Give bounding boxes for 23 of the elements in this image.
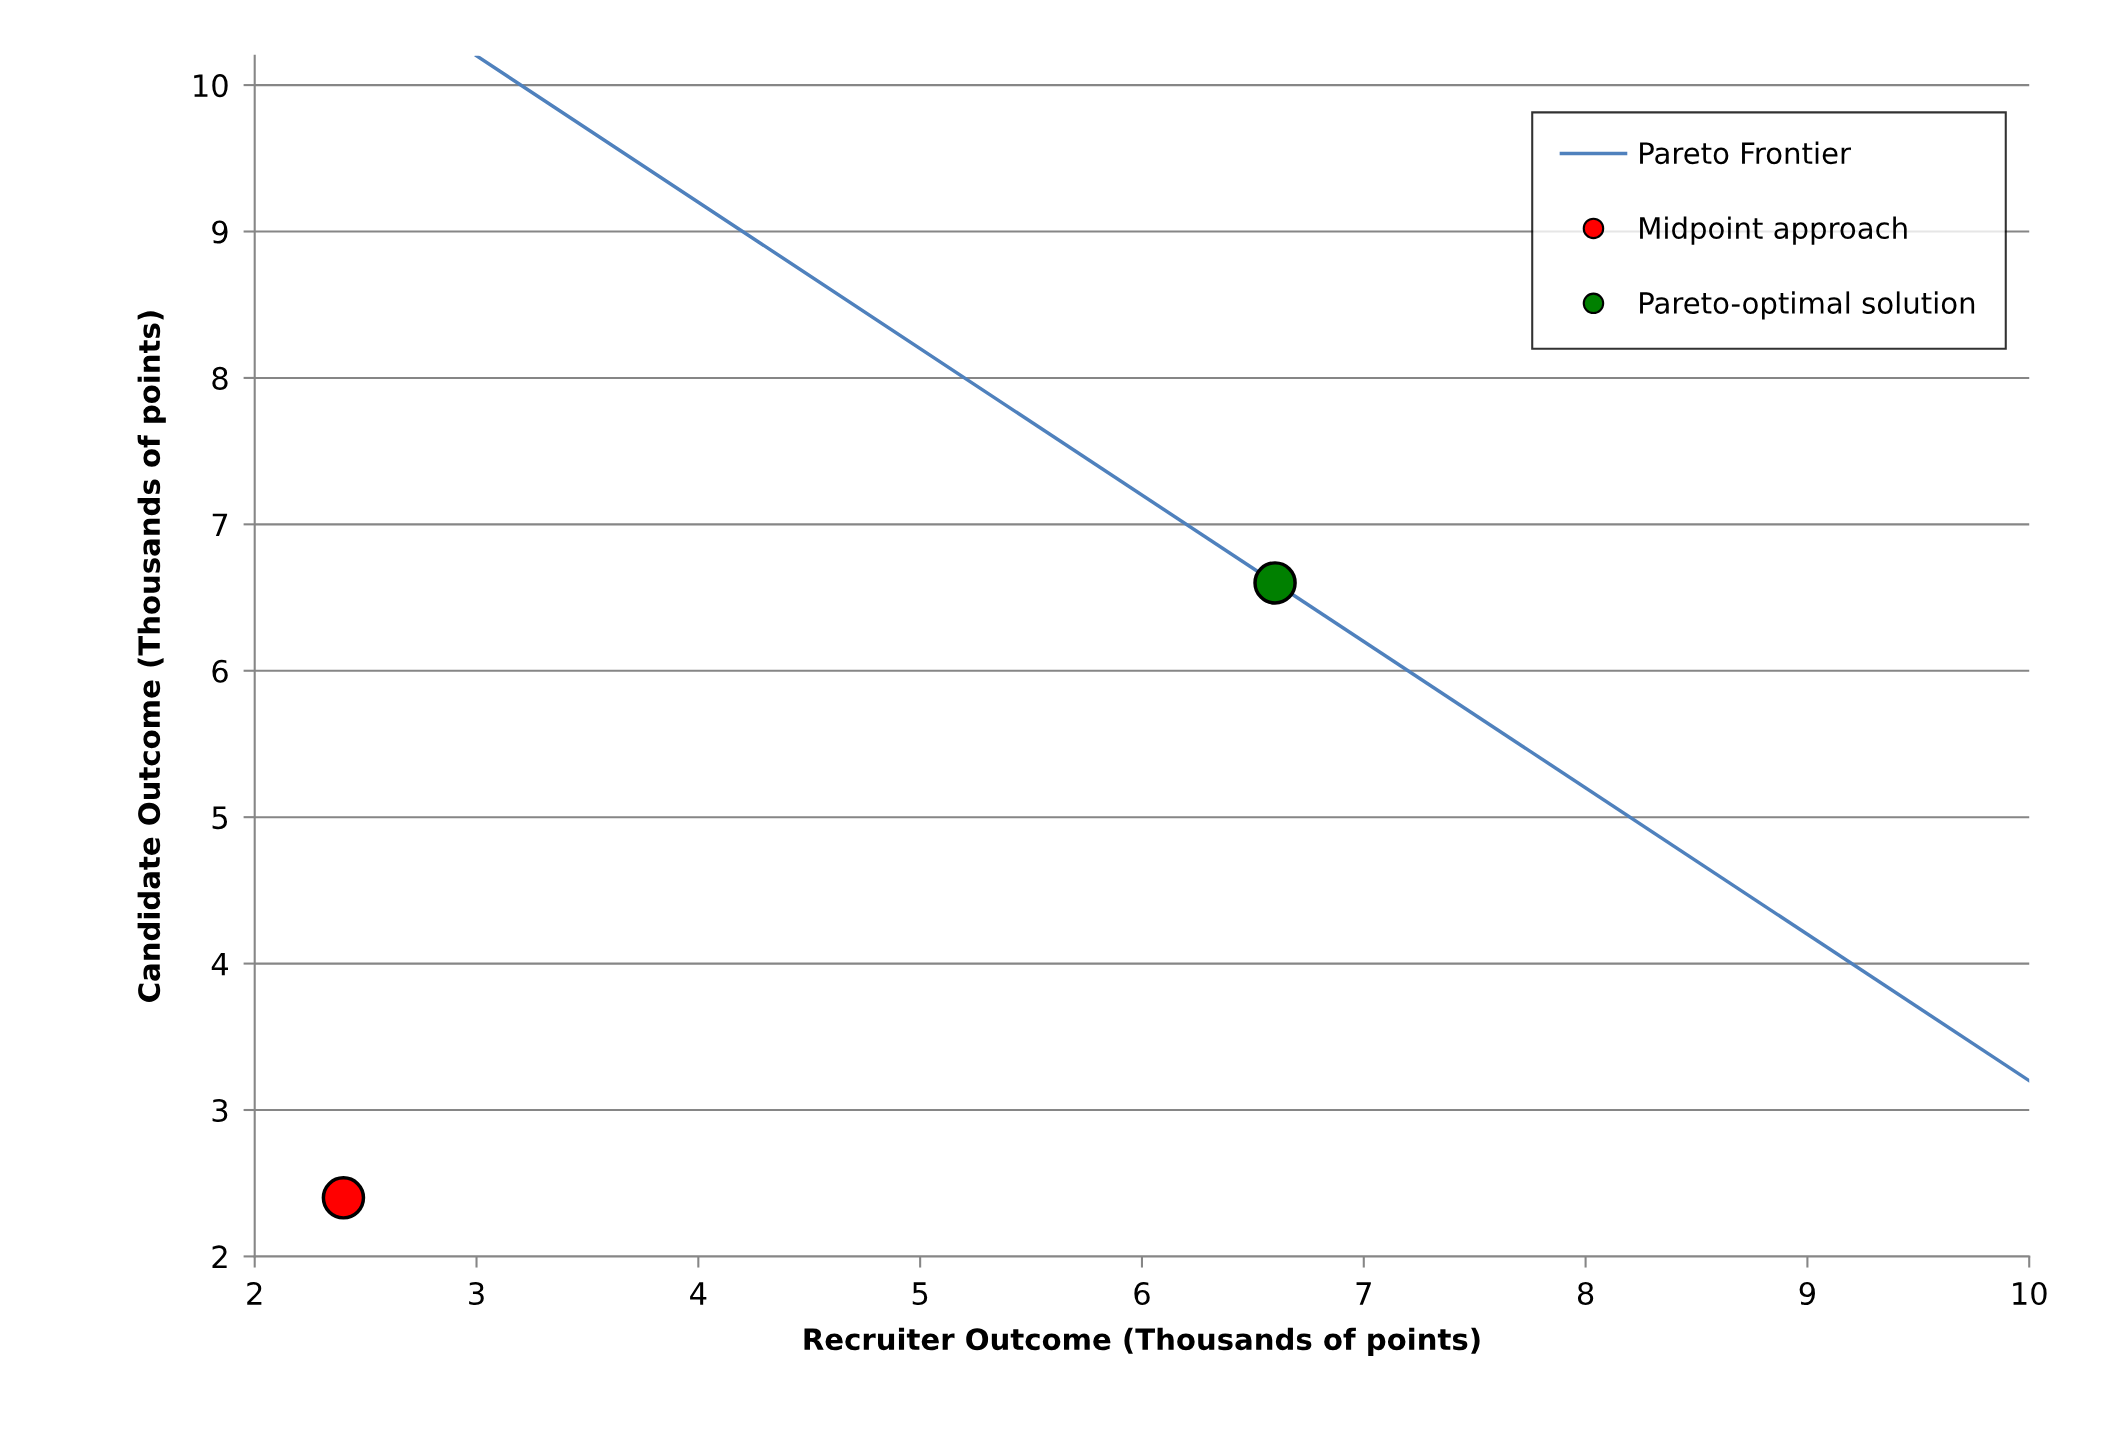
y-tick-label: 2 xyxy=(212,1245,227,1269)
y-tick-label: 9 xyxy=(212,220,228,244)
x-tick-label: 2 xyxy=(247,1281,262,1305)
legend-label: Midpoint approach xyxy=(1640,216,1907,245)
y-axis-title: Candidate Outcome (Thousands of points) xyxy=(137,311,166,1002)
legend-label: Pareto Frontier xyxy=(1640,141,1851,165)
y-tick-label: 5 xyxy=(212,806,228,830)
x-axis-title: Recruiter Outcome (Thousands of points) xyxy=(804,1327,1480,1356)
x-tick-label: 6 xyxy=(1134,1281,1150,1306)
y-tick-label: 8 xyxy=(212,366,228,390)
legend-label: Pareto-optimal solution xyxy=(1640,291,1975,320)
x-tick-label: 10 xyxy=(2013,1281,2047,1306)
x-tick-label: 8 xyxy=(1577,1281,1594,1306)
x-tick-label: 9 xyxy=(1799,1281,1815,1306)
y-tick-label: 6 xyxy=(212,659,228,683)
y-tick-label: 4 xyxy=(211,952,228,976)
y-tick-label: 7 xyxy=(212,513,228,536)
y-tick-label: 3 xyxy=(212,1098,228,1123)
x-tick-label: 4 xyxy=(690,1282,707,1305)
x-tick-label: 7 xyxy=(1356,1282,1371,1305)
y-tick-label: 10 xyxy=(194,74,228,98)
x-tick-label: 5 xyxy=(912,1282,928,1306)
x-tick-label: 3 xyxy=(469,1281,484,1306)
